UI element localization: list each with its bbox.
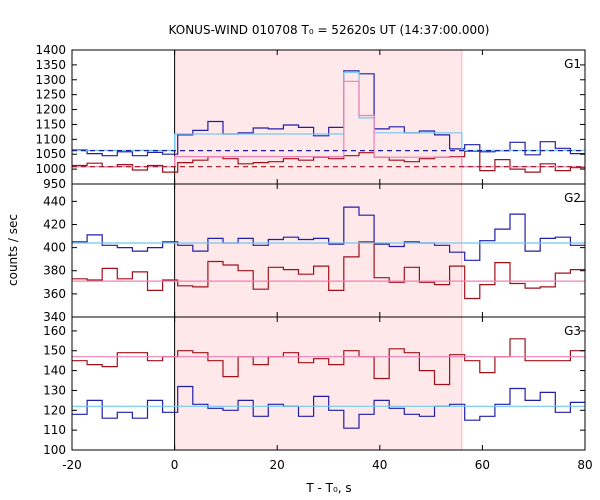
y-tick-label: 120 [43, 403, 66, 417]
y-tick-label: 1150 [35, 117, 66, 131]
panel-label: G1 [564, 57, 581, 71]
y-tick-label: 100 [43, 443, 66, 457]
y-tick-label: 1200 [35, 103, 66, 117]
y-tick-label: 160 [43, 324, 66, 338]
panel-label: G3 [564, 324, 581, 338]
y-tick-label: 1400 [35, 43, 66, 57]
y-tick-label: 1250 [35, 88, 66, 102]
x-tick-label: 60 [475, 458, 490, 472]
shaded-interval [174, 184, 462, 317]
shaded-interval [174, 317, 462, 450]
y-tick-label: 420 [43, 217, 66, 231]
y-tick-label: 340 [43, 310, 66, 324]
series-blue-0 [72, 206, 585, 261]
y-tick-label: 150 [43, 344, 66, 358]
panel-frame [71, 316, 586, 451]
y-tick-label: 360 [43, 287, 66, 301]
x-axis-label: T - T₀, s [305, 481, 351, 495]
x-tick-label: -20 [62, 458, 82, 472]
series-pink-3 [72, 80, 585, 168]
y-tick-label: 1100 [35, 132, 66, 146]
y-tick-label: 1050 [35, 147, 66, 161]
y-tick-label: 400 [43, 241, 66, 255]
series-group [72, 338, 585, 429]
y-tick-label: 380 [43, 264, 66, 278]
x-axis: -20 0 20 40 60 80 [62, 458, 592, 472]
y-tick-label: 950 [43, 177, 66, 191]
panel-g2: 340 360 380 400 420 440 G2 [43, 183, 586, 324]
y-tick-label: 1300 [35, 73, 66, 87]
x-tick-label: 80 [577, 458, 592, 472]
y-tick-label: 130 [43, 383, 66, 397]
series-darkred-1 [72, 241, 585, 300]
x-tick-label: 40 [372, 458, 387, 472]
series-darkred-1 [72, 338, 585, 386]
panel-g3: 100 110 120 130 140 150 160 G3 [43, 316, 586, 457]
y-tick-label: 440 [43, 194, 66, 208]
y-axis-label: counts / sec [6, 214, 20, 286]
panel-label: G2 [564, 191, 581, 205]
shaded-interval [174, 50, 462, 184]
series-group [72, 206, 585, 300]
y-tick-label: 1000 [35, 162, 66, 176]
y-tick-label: 110 [43, 423, 66, 437]
y-tick-label: 1350 [35, 58, 66, 72]
chart-title: KONUS-WIND 010708 T₀ = 52620s UT (14:37:… [169, 23, 490, 37]
y-tick-label: 140 [43, 364, 66, 378]
x-tick-label: 20 [270, 458, 285, 472]
x-tick-label: 0 [171, 458, 179, 472]
series-group [72, 70, 585, 173]
